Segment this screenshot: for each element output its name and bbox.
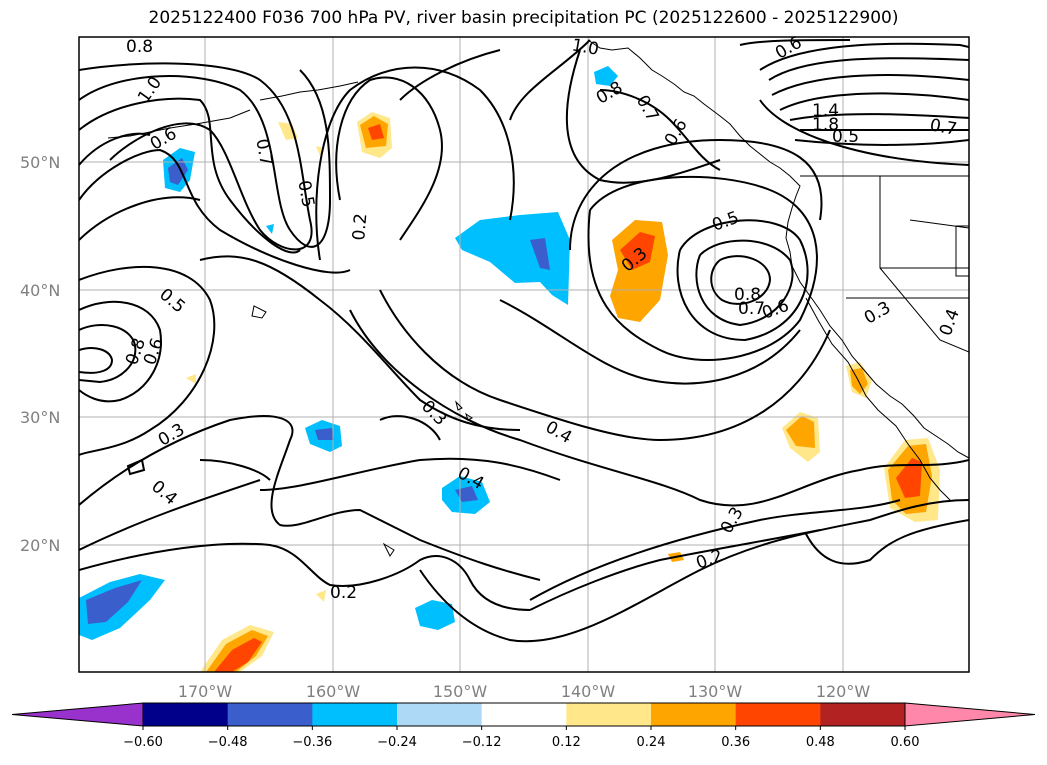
lat-label-50n: 50°N <box>20 153 60 172</box>
colorbar-tick-label: −0.24 <box>377 735 417 750</box>
contour-label: 0.2 <box>330 583 357 603</box>
contour-label: 1.4 <box>812 101 839 121</box>
lat-label-20n: 20°N <box>20 536 60 555</box>
colorbar-ticks: −0.60 −0.48 −0.36 −0.24 −0.12 0.12 0.24 0.36 0.4… <box>123 726 919 750</box>
neg-anomaly-patch <box>455 212 570 305</box>
colorbar-tick-label: 0.48 <box>806 735 835 750</box>
pos-anomaly-core <box>896 458 922 498</box>
neg-anomaly-core <box>455 486 478 502</box>
colorbar <box>11 702 1036 727</box>
pos-anomaly-patch <box>186 374 196 384</box>
pos-anomaly-core <box>214 638 262 672</box>
contour-label: 0.8 <box>126 37 153 57</box>
pos-anomaly-patch <box>316 590 326 602</box>
colorbar-tick-label: −0.36 <box>292 735 332 750</box>
contour-label: 0.7 <box>251 137 275 167</box>
colorbar-segment <box>143 703 229 726</box>
colorbar-tick-label: −0.48 <box>208 735 248 750</box>
pos-anomaly-patch <box>786 416 815 448</box>
colorbar-tick-label: −0.60 <box>123 735 163 750</box>
neg-anomaly-core <box>86 580 142 624</box>
pos-anomaly-core <box>368 124 384 140</box>
colorbar-tick-label: −0.12 <box>462 735 502 750</box>
contour-label: 0.7 <box>928 115 958 139</box>
neg-anomaly-patch <box>594 66 618 86</box>
contour-label: 0.8 <box>734 285 761 305</box>
contour-label: 0.7 <box>738 299 765 319</box>
neg-anomaly-patch <box>266 224 274 234</box>
lon-label-150w: 150°W <box>433 682 488 701</box>
colorbar-extend-low <box>11 702 144 727</box>
colorbar-segment <box>227 703 313 726</box>
colorbar-tick-label: 0.24 <box>637 735 666 750</box>
colorbar-segment <box>566 703 652 726</box>
colorbar-segment <box>820 703 906 726</box>
colorbar-segment <box>735 703 821 726</box>
colorbar-tick-label: 0.12 <box>552 735 581 750</box>
colorbar-frame <box>142 702 906 727</box>
lon-label-130w: 130°W <box>688 682 743 701</box>
pos-anomaly-patch <box>610 220 668 322</box>
lat-label-40n: 40°N <box>20 281 60 300</box>
neg-anomaly-core <box>530 238 550 270</box>
contour-label: 0.5 <box>293 179 317 209</box>
contour-label: 1.0 <box>570 35 600 59</box>
lon-label-140w: 140°W <box>561 682 616 701</box>
neg-anomaly-core <box>168 158 188 185</box>
lat-label-30n: 30°N <box>20 408 60 427</box>
lon-label-160w: 160°W <box>306 682 361 701</box>
pos-anomaly-core <box>620 232 655 270</box>
colorbar-segment <box>397 703 483 726</box>
contour-label: 0.2 <box>349 213 371 242</box>
colorbar-tick-label: 0.60 <box>891 735 920 750</box>
coastlines <box>107 39 969 557</box>
neg-anomaly-patch <box>415 600 455 630</box>
colorbar-extend-high <box>904 702 1036 727</box>
lon-label-120w: 120°W <box>816 682 871 701</box>
contour-label: 0.5 <box>832 127 859 147</box>
colorbar-segment <box>312 703 398 726</box>
contour-label: 1.8 <box>812 115 839 135</box>
pv-contours <box>79 39 969 643</box>
colorbar-segment <box>651 703 737 726</box>
plot-frame <box>78 36 970 673</box>
map-title: 2025122400 F036 700 hPa PV, river basin … <box>148 8 899 28</box>
neg-anomaly-core <box>315 428 334 440</box>
precip-shading <box>79 66 940 672</box>
pos-anomaly-patch <box>278 122 298 140</box>
colorbar-tick-label: 0.36 <box>721 735 750 750</box>
lon-label-170w: 170°W <box>178 682 233 701</box>
colorbar-segment <box>481 703 567 726</box>
